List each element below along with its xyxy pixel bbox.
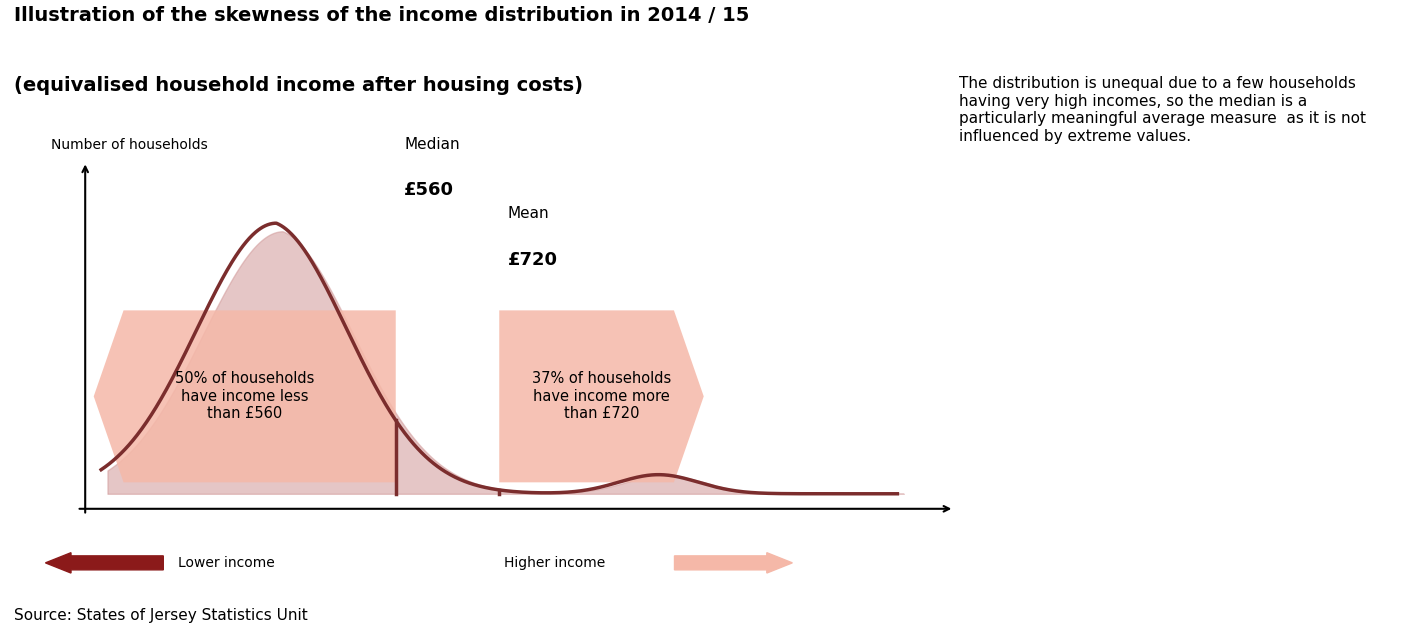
Text: Median: Median (405, 137, 460, 151)
Polygon shape (500, 310, 704, 482)
Text: (equivalised household income after housing costs): (equivalised household income after hous… (14, 76, 584, 95)
Polygon shape (94, 310, 396, 482)
Text: Mean: Mean (508, 206, 550, 221)
Text: Source: States of Jersey Statistics Unit: Source: States of Jersey Statistics Unit (14, 608, 308, 623)
Text: Lower income: Lower income (178, 556, 274, 570)
Text: The distribution is unequal due to a few households
having very high incomes, so: The distribution is unequal due to a few… (959, 76, 1366, 144)
Text: 37% of households
have income more
than £720: 37% of households have income more than … (532, 371, 672, 421)
Text: Higher income: Higher income (504, 556, 605, 570)
Text: 50% of households
have income less
than £560: 50% of households have income less than … (175, 371, 314, 421)
Text: £560: £560 (405, 181, 454, 200)
Text: Illustration of the skewness of the income distribution in 2014 / 15: Illustration of the skewness of the inco… (14, 6, 750, 25)
Text: Number of households: Number of households (51, 137, 207, 151)
Text: £720: £720 (508, 251, 558, 269)
